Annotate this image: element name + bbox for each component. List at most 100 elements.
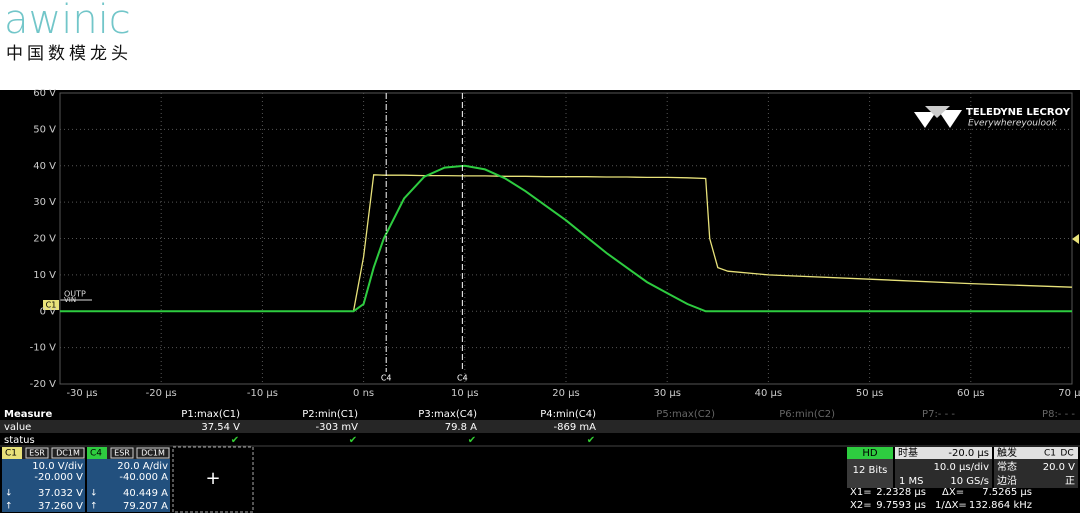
trigger-coupling: DC [1060, 449, 1073, 459]
param-name: P2:min(C1) [302, 409, 358, 420]
cursor-value: 79.207 A [123, 501, 168, 512]
y-tick-label: -10 V [30, 343, 57, 354]
acq-mode: HD [862, 448, 878, 459]
svg-text:↑: ↑ [90, 502, 98, 512]
svg-text:↓: ↓ [90, 489, 98, 499]
y-tick-label: 20 V [33, 234, 56, 245]
x-tick-label: 40 µs [755, 388, 782, 399]
header-bg [0, 0, 1080, 90]
x-tick-label: 50 µs [856, 388, 883, 399]
channel-offset: -20.000 V [34, 472, 83, 483]
trigger-level: 20.0 V [1043, 462, 1075, 473]
timebase-label: 时基 [898, 446, 918, 459]
tag-box [110, 447, 134, 459]
channel-name: C1 [5, 449, 17, 459]
cursor-value: 37.260 V [38, 501, 83, 512]
tag-box [136, 447, 170, 459]
param-status: ✔ [468, 435, 476, 446]
param-value: -303 mV [316, 422, 359, 433]
trace-label: OUTP [64, 290, 86, 299]
x-tick-label: 30 µs [653, 388, 680, 399]
param-value: 37.54 V [201, 422, 240, 433]
x-tick-label: 0 ns [353, 388, 374, 399]
y-tick-label: 10 V [33, 270, 56, 281]
timebase-header[interactable] [895, 447, 992, 459]
trace-label: VIN [64, 296, 76, 304]
cursor-label: C4 [381, 374, 392, 383]
acq-points: 1 MS [899, 476, 924, 487]
trigger-level-marker [1072, 234, 1079, 244]
channel-marker [43, 300, 59, 310]
readout-value: 9.7593 µs [876, 500, 926, 511]
x-tick-label: 10 µs [451, 388, 478, 399]
trigger-body[interactable] [994, 459, 1078, 488]
readout-label: 1/ΔX= [935, 500, 967, 511]
channel-header [87, 447, 170, 459]
readout-label: X2= [850, 500, 872, 511]
y-tick-label: 60 V [33, 88, 56, 99]
value-row-bg [0, 420, 1080, 433]
timebase-scale: 10.0 µs/div [934, 462, 990, 473]
readout-label: ΔX= [942, 487, 964, 498]
logo: awinic [4, 0, 131, 43]
acq-bits: 12 Bits [853, 465, 888, 476]
param-status: ✔ [349, 435, 357, 446]
timebase-body[interactable] [895, 459, 992, 488]
measure-header: Measure [4, 409, 52, 420]
trigger-header[interactable] [994, 447, 1078, 459]
readout-value: 132.864 kHz [969, 500, 1032, 511]
hd-badge [847, 447, 893, 459]
x-tick-label: -30 µs [66, 388, 97, 399]
channel-offset: -40.000 A [119, 472, 168, 483]
row-label: value [4, 422, 31, 433]
readout-value: 7.5265 µs [982, 487, 1032, 498]
trigger-mode: 常态 [997, 460, 1017, 473]
y-tick-label: -20 V [30, 379, 57, 390]
brand-slogan: Everywhereyoulook [968, 119, 1057, 129]
tag-box [25, 447, 49, 459]
x-tick-label: -10 µs [247, 388, 278, 399]
trace [60, 174, 1073, 312]
trigger-type: 边沿 [997, 475, 1017, 487]
channel-scale: 10.0 V/div [32, 461, 83, 472]
trigger-label: 触发 [997, 446, 1017, 459]
param-name: P3:max(C4) [418, 409, 477, 420]
timebase-rate: 10 GS/s [950, 476, 989, 487]
channel-name: C4 [90, 449, 102, 459]
svg-text:↑: ↑ [5, 502, 13, 512]
param-value: -869 mA [554, 422, 597, 433]
channel-tag: ESR [114, 449, 130, 458]
scope-bg [0, 90, 1080, 513]
y-tick-label: 50 V [33, 124, 56, 135]
cursor-value: 40.449 A [123, 488, 168, 499]
channel-tag [87, 447, 107, 459]
channel-tag: DC1M [56, 449, 80, 458]
x-tick-label: 20 µs [552, 388, 579, 399]
param-name: P5:max(C2) [656, 409, 715, 420]
x-tick-label: 60 µs [957, 388, 984, 399]
channel-tag: ESR [29, 449, 45, 458]
param-status: ✔ [231, 435, 239, 446]
y-tick-label: 0 V [40, 306, 57, 317]
cursor-label: C4 [457, 374, 468, 383]
timebase-delay: -20.0 µs [948, 448, 989, 459]
add-button: + [205, 468, 220, 489]
param-value: 79.8 A [445, 422, 477, 433]
x-tick-label: -20 µs [146, 388, 177, 399]
param-name: P7:- - - [922, 409, 955, 420]
trigger-source: C1 [1044, 449, 1056, 459]
readout-label: X1= [850, 487, 872, 498]
param-name: P6:min(C2) [779, 409, 835, 420]
x-tick-label: 70 µs [1058, 388, 1080, 399]
channel-tag: DC1M [141, 449, 165, 458]
y-tick-label: 40 V [33, 161, 56, 172]
readout-value: 2.2328 µs [876, 487, 926, 498]
y-tick-label: 30 V [33, 197, 56, 208]
channel-header [2, 447, 85, 459]
param-name: P1:max(C1) [181, 409, 240, 420]
add-panel[interactable] [172, 446, 254, 513]
brand-name: TELEDYNE LECROY [966, 107, 1071, 118]
cursor-value: 37.032 V [38, 488, 83, 499]
tag-box [51, 447, 85, 459]
